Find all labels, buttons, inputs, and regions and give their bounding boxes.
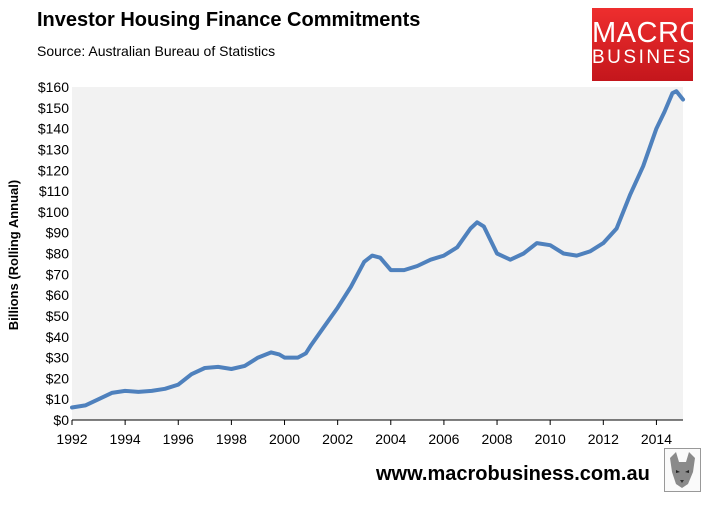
data-point bbox=[309, 343, 313, 347]
x-tick-label: 2002 bbox=[322, 431, 353, 447]
y-axis-label: Billions (Rolling Annual) bbox=[6, 180, 21, 330]
macrobusiness-logo: MACRO BUSINESS bbox=[592, 8, 709, 81]
data-point bbox=[508, 258, 512, 262]
x-tick-label: 1996 bbox=[163, 431, 194, 447]
y-tick-label: $20 bbox=[46, 370, 70, 386]
y-tick-label: $120 bbox=[38, 162, 69, 178]
data-point bbox=[662, 110, 667, 114]
data-point bbox=[378, 256, 382, 260]
data-point bbox=[601, 241, 605, 245]
logo-line-2: BUSINESS bbox=[592, 47, 709, 68]
y-tick-label: $100 bbox=[38, 204, 69, 220]
data-point bbox=[674, 89, 679, 93]
data-point bbox=[641, 164, 645, 168]
y-axis: $0 $10 $20 $30 $40 $50 $60 $70 $80 $90 $100 $110 $12… bbox=[38, 79, 69, 428]
data-point bbox=[150, 389, 154, 393]
y-tick-label: $0 bbox=[53, 412, 69, 428]
data-point bbox=[495, 251, 499, 256]
website-url: www.macrobusiness.com.au bbox=[376, 463, 650, 485]
data-point bbox=[97, 397, 101, 401]
y-tick-label: $10 bbox=[46, 391, 70, 407]
x-tick-label: 2000 bbox=[269, 431, 300, 447]
x-tick-label: 1994 bbox=[110, 431, 141, 447]
data-point bbox=[468, 226, 473, 231]
data-point bbox=[216, 365, 220, 369]
y-tick-label: $50 bbox=[46, 308, 70, 324]
x-tick-label: 2012 bbox=[588, 431, 619, 447]
data-point bbox=[163, 387, 167, 391]
chart-title: Investor Housing Finance Commitments bbox=[37, 9, 421, 31]
data-point bbox=[389, 268, 393, 272]
data-point bbox=[475, 220, 479, 224]
data-point bbox=[83, 403, 87, 407]
x-tick-label: 2006 bbox=[428, 431, 459, 447]
data-point bbox=[615, 226, 619, 231]
data-point bbox=[176, 383, 180, 387]
data-point bbox=[561, 251, 566, 256]
y-tick-label: $40 bbox=[46, 329, 70, 345]
data-point bbox=[269, 350, 273, 354]
data-point bbox=[189, 372, 194, 376]
data-point bbox=[522, 251, 526, 256]
data-point bbox=[203, 366, 207, 370]
plot-area bbox=[72, 87, 683, 420]
y-tick-label: $90 bbox=[46, 225, 70, 241]
x-tick-label: 1992 bbox=[56, 431, 87, 447]
x-tick-label: 2014 bbox=[641, 431, 672, 447]
data-point bbox=[123, 389, 127, 393]
data-point bbox=[548, 243, 552, 247]
data-point bbox=[322, 324, 326, 328]
y-tick-label: $130 bbox=[38, 141, 69, 157]
data-point bbox=[256, 356, 260, 360]
data-point bbox=[575, 254, 579, 258]
data-point bbox=[670, 91, 675, 95]
y-tick-label: $150 bbox=[38, 100, 69, 116]
data-point bbox=[349, 285, 353, 289]
data-point bbox=[304, 351, 308, 355]
data-point bbox=[628, 193, 632, 197]
data-point bbox=[362, 260, 366, 264]
data-point bbox=[442, 254, 446, 258]
data-point bbox=[681, 97, 685, 102]
logo-line-1: MACRO bbox=[592, 17, 703, 49]
y-tick-label: $110 bbox=[39, 183, 69, 199]
x-tick-label: 2010 bbox=[535, 431, 566, 447]
data-point bbox=[654, 127, 659, 131]
data-point bbox=[482, 224, 486, 228]
series-layer bbox=[70, 89, 685, 410]
y-tick-label: $60 bbox=[46, 287, 70, 303]
data-point bbox=[296, 356, 300, 360]
x-tick-label: 2004 bbox=[375, 431, 406, 447]
wolf-logo-icon bbox=[664, 448, 701, 492]
data-point bbox=[415, 264, 419, 268]
x-tick-label: 1998 bbox=[216, 431, 247, 447]
data-point bbox=[243, 364, 247, 368]
y-tick-label: $80 bbox=[46, 246, 70, 262]
y-tick-label: $30 bbox=[46, 350, 70, 366]
y-tick-label: $70 bbox=[46, 266, 70, 282]
data-point bbox=[70, 405, 74, 410]
data-point bbox=[588, 249, 592, 253]
data-point bbox=[402, 268, 406, 272]
x-tick-label: 2008 bbox=[481, 431, 512, 447]
data-point bbox=[229, 367, 233, 371]
data-point bbox=[535, 241, 539, 245]
data-point bbox=[282, 356, 287, 360]
y-tick-label: $160 bbox=[38, 79, 69, 95]
data-point bbox=[277, 352, 281, 356]
data-point bbox=[136, 390, 140, 394]
data-point bbox=[429, 258, 433, 262]
y-tick-label: $140 bbox=[38, 121, 69, 137]
x-axis: 1992 1994 1996 1998 2000 2002 2004 2006 2008 2010… bbox=[56, 419, 683, 447]
data-point bbox=[110, 391, 114, 395]
data-point bbox=[336, 306, 340, 310]
data-point bbox=[455, 245, 459, 249]
chart-source: Source: Australian Bureau of Statistics bbox=[37, 43, 276, 59]
data-point bbox=[370, 254, 374, 258]
